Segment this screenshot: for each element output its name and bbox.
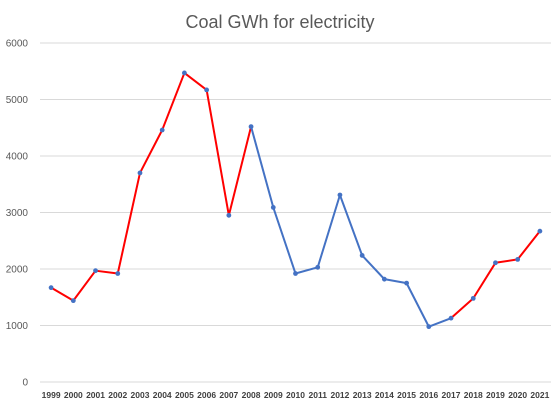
line-segment	[472, 261, 497, 300]
x-tick-label: 1999	[42, 390, 61, 400]
x-axis-ticks: 1999 2000 2001 2002 2003 2004 2005 2006 2007 2008…	[42, 390, 550, 400]
line-segment	[72, 269, 97, 302]
data-point	[226, 212, 232, 218]
line-segment	[227, 125, 253, 217]
data-point	[537, 228, 543, 234]
y-axis-ticks: 0 1000 2000 3000 4000 5000 6000	[6, 39, 29, 389]
x-tick-label: 2012	[330, 390, 349, 400]
data-point	[270, 205, 276, 210]
line-segment	[272, 206, 297, 275]
x-tick-label: 2004	[153, 390, 172, 400]
data-point	[426, 324, 432, 330]
x-tick-label: 2001	[86, 390, 105, 400]
series-line	[50, 71, 541, 328]
data-point	[115, 271, 121, 276]
line-segment	[494, 258, 519, 264]
x-tick-label: 2005	[175, 390, 194, 400]
x-tick-label: 2018	[464, 390, 483, 400]
data-point	[48, 285, 54, 291]
x-tick-label: 2019	[486, 390, 505, 400]
data-point	[70, 298, 76, 304]
y-tick-label: 4000	[6, 152, 29, 163]
line-segment	[405, 282, 430, 328]
line-segment	[250, 125, 275, 209]
data-point	[381, 276, 387, 282]
y-tick-label: 5000	[6, 95, 29, 106]
x-tick-label: 2014	[375, 390, 394, 400]
x-tick-label: 2006	[197, 390, 216, 400]
x-tick-label: 2008	[242, 390, 261, 400]
data-point	[448, 315, 454, 321]
x-tick-label: 2002	[108, 390, 127, 400]
chart-title: Coal GWh for electricity	[185, 12, 374, 32]
line-segment	[316, 193, 341, 269]
x-tick-label: 2021	[530, 390, 549, 400]
data-point	[337, 192, 343, 198]
y-tick-label: 6000	[6, 39, 29, 50]
data-point	[315, 264, 321, 270]
data-point	[204, 87, 210, 93]
data-point	[248, 124, 254, 130]
x-tick-label: 2013	[353, 390, 372, 400]
line-segment	[138, 129, 164, 174]
x-tick-label: 2009	[264, 390, 283, 400]
line-segment	[116, 171, 141, 275]
x-tick-label: 2011	[308, 390, 327, 400]
line-segment	[516, 230, 541, 261]
data-point	[359, 253, 365, 258]
data-point	[159, 127, 165, 133]
y-tick-label: 0	[22, 378, 28, 389]
data-point	[293, 271, 298, 276]
y-tick-label: 2000	[6, 265, 29, 276]
line-segment	[94, 269, 119, 275]
data-point	[515, 256, 521, 262]
data-point	[137, 170, 143, 176]
line-segment	[427, 317, 453, 328]
x-tick-label: 2000	[64, 390, 83, 400]
y-tick-label: 3000	[6, 208, 29, 219]
line-segment	[338, 193, 364, 257]
line-segment	[450, 297, 475, 320]
data-point	[404, 280, 409, 286]
x-tick-label: 2020	[508, 390, 527, 400]
line-segment	[50, 286, 75, 302]
series-points	[48, 70, 543, 330]
x-tick-label: 2015	[397, 390, 416, 400]
line-segment	[161, 71, 186, 132]
y-tick-label: 1000	[6, 321, 29, 332]
x-tick-label: 2003	[131, 390, 150, 400]
line-segment	[361, 254, 386, 281]
line-segment	[294, 266, 319, 275]
data-point	[93, 268, 98, 274]
data-point	[470, 295, 476, 301]
data-point	[182, 70, 187, 76]
x-tick-label: 2016	[419, 390, 438, 400]
line-segment	[383, 278, 408, 285]
x-tick-label: 2010	[286, 390, 305, 400]
data-point	[493, 260, 498, 266]
x-tick-label: 2017	[442, 390, 461, 400]
x-tick-label: 2007	[219, 390, 238, 400]
line-segment	[205, 88, 230, 217]
line-segment	[183, 71, 208, 91]
gridlines	[40, 42, 551, 383]
